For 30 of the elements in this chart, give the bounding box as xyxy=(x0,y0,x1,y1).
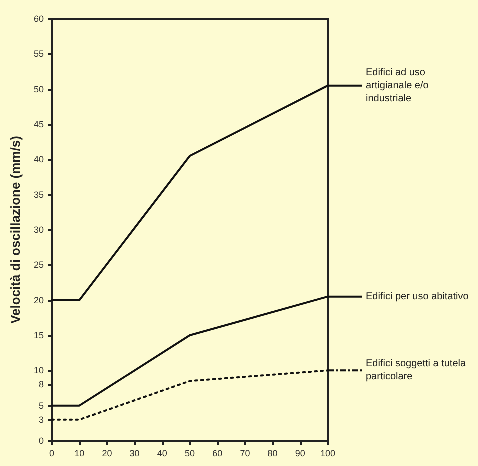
y-tick-label: 60 xyxy=(34,14,44,24)
x-tick-label: 20 xyxy=(102,448,112,458)
y-tick-label: 45 xyxy=(34,120,44,130)
y-tick-label: 0 xyxy=(38,436,44,446)
x-tick-label: 80 xyxy=(268,448,278,458)
y-tick-label: 40 xyxy=(34,154,44,165)
x-tick-label: 30 xyxy=(130,448,140,458)
y-tick-label: 15 xyxy=(34,330,44,340)
x-tick-label: 50 xyxy=(184,448,196,458)
y-tick-label: 10 xyxy=(34,366,44,376)
y-tick-label: 50 xyxy=(34,84,44,94)
x-tick-label: 90 xyxy=(295,448,306,458)
y-tick-label: 5 xyxy=(38,400,44,411)
y-tick-label: 20 xyxy=(34,295,44,306)
legend-label: Edifici per uso abitativo xyxy=(366,291,470,302)
x-tick-label: 0 xyxy=(49,448,55,458)
legend-label: Edifici ad uso artigianale e/o industriale xyxy=(366,67,432,104)
x-tick-label: 70 xyxy=(240,448,250,458)
y-tick-label: 8 xyxy=(38,380,44,390)
x-tick-label: 100 xyxy=(320,448,336,458)
y-axis-title: Velocità di oscillazione (mm/s) xyxy=(8,136,23,324)
y-tick-label: 25 xyxy=(34,260,44,270)
y-tick-label: 3 xyxy=(38,414,44,425)
x-tick-label: 60 xyxy=(212,448,223,458)
x-tick-label: 10 xyxy=(74,448,85,458)
y-tick-label: 30 xyxy=(34,225,44,235)
x-tick-label: 40 xyxy=(157,448,168,458)
legend-label: Edifici soggetti a tutela particolare xyxy=(366,358,469,383)
y-tick-label: 55 xyxy=(34,49,44,60)
y-tick-label: 35 xyxy=(34,190,44,200)
